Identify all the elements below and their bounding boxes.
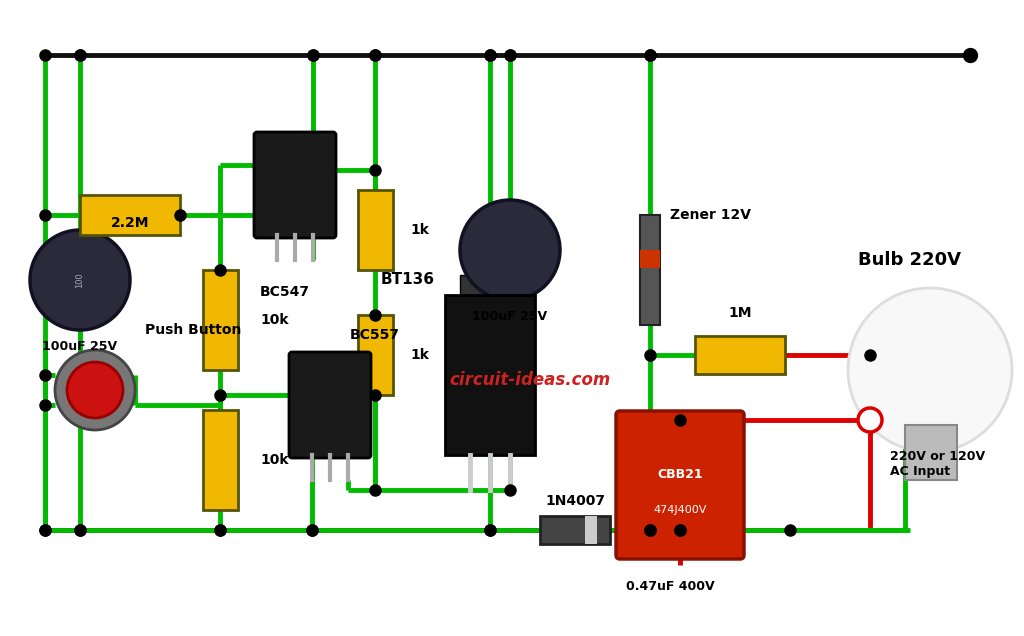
FancyBboxPatch shape: [540, 516, 610, 544]
FancyBboxPatch shape: [80, 195, 180, 235]
FancyBboxPatch shape: [640, 215, 660, 325]
Text: 220V or 120V
AC Input: 220V or 120V AC Input: [890, 450, 985, 478]
Text: 100uF 25V: 100uF 25V: [472, 310, 548, 323]
Text: 474J400V: 474J400V: [653, 505, 707, 515]
Text: Zener 12V: Zener 12V: [670, 208, 751, 222]
FancyBboxPatch shape: [905, 425, 957, 480]
FancyBboxPatch shape: [640, 250, 660, 268]
Text: 0.47uF 400V: 0.47uF 400V: [626, 580, 715, 593]
FancyBboxPatch shape: [460, 275, 520, 295]
Text: 100uF 25V: 100uF 25V: [42, 340, 118, 353]
Text: 10k: 10k: [260, 453, 289, 467]
Circle shape: [30, 230, 130, 330]
Text: CBB21: CBB21: [657, 469, 702, 481]
FancyBboxPatch shape: [616, 411, 744, 559]
Circle shape: [848, 288, 1012, 452]
Text: Bulb 220V: Bulb 220V: [858, 251, 962, 269]
Text: 1M: 1M: [728, 306, 752, 320]
Text: 10k: 10k: [260, 313, 289, 327]
FancyBboxPatch shape: [445, 295, 535, 455]
Text: 100: 100: [76, 272, 85, 288]
FancyBboxPatch shape: [203, 410, 238, 510]
FancyBboxPatch shape: [585, 516, 597, 544]
FancyBboxPatch shape: [254, 132, 336, 238]
Text: 2.2M: 2.2M: [111, 216, 150, 230]
Text: circuit-ideas.com: circuit-ideas.com: [450, 371, 610, 389]
Text: 1k: 1k: [410, 348, 429, 362]
Circle shape: [67, 362, 123, 418]
FancyBboxPatch shape: [695, 336, 785, 374]
Text: Push Button: Push Button: [145, 323, 242, 337]
FancyBboxPatch shape: [203, 270, 238, 370]
Text: 1k: 1k: [410, 223, 429, 237]
Circle shape: [858, 408, 882, 432]
Text: BT136: BT136: [381, 272, 435, 287]
FancyBboxPatch shape: [357, 190, 392, 270]
Text: BC547: BC547: [260, 285, 310, 299]
FancyBboxPatch shape: [357, 315, 392, 395]
Text: BC557: BC557: [350, 328, 400, 342]
Circle shape: [460, 200, 560, 300]
Circle shape: [55, 350, 135, 430]
FancyBboxPatch shape: [289, 352, 371, 458]
Text: 1N4007: 1N4007: [545, 494, 605, 508]
